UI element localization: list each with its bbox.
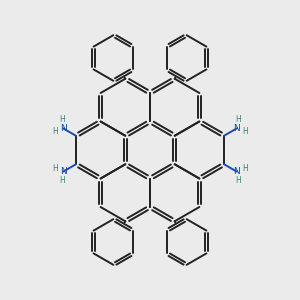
Text: H: H bbox=[59, 115, 65, 124]
Text: H: H bbox=[242, 164, 247, 172]
Text: H: H bbox=[59, 176, 65, 185]
Text: H: H bbox=[235, 115, 241, 124]
Text: N: N bbox=[233, 167, 240, 176]
Text: N: N bbox=[60, 124, 67, 133]
Text: H: H bbox=[235, 176, 241, 185]
Text: N: N bbox=[60, 167, 67, 176]
Text: N: N bbox=[233, 124, 240, 133]
Text: H: H bbox=[52, 164, 58, 172]
Text: H: H bbox=[52, 128, 58, 136]
Text: H: H bbox=[242, 128, 247, 136]
